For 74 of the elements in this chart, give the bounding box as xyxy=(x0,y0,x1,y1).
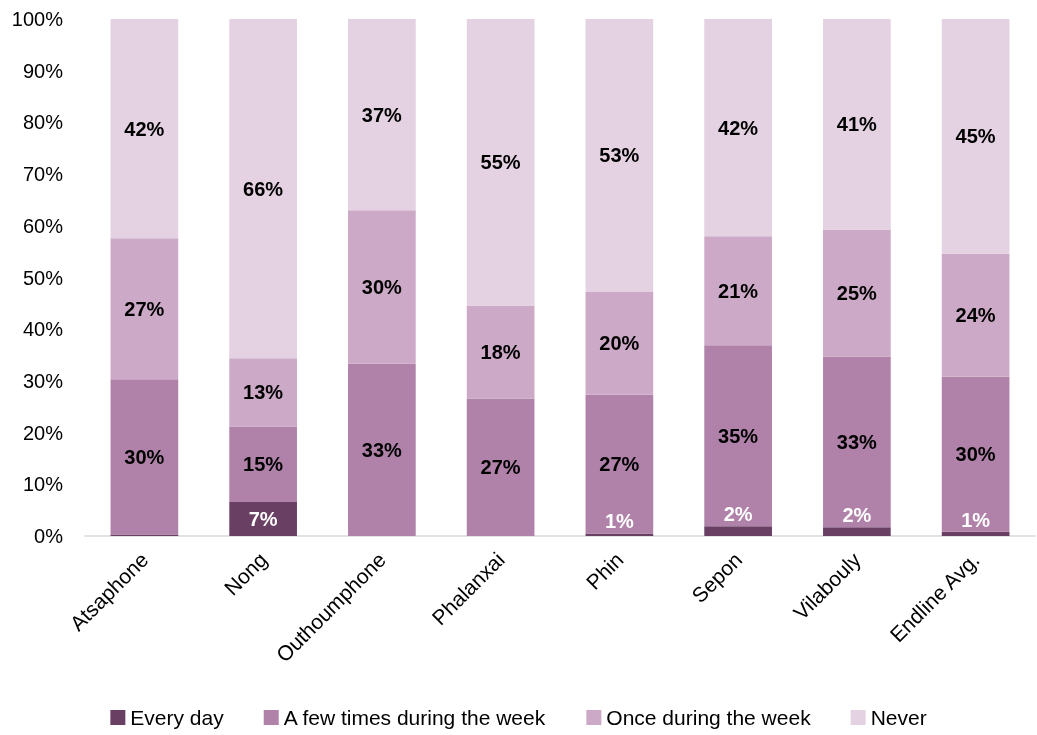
bar xyxy=(941,253,1010,377)
data-label: 7% xyxy=(248,507,278,530)
data-label: 30% xyxy=(361,276,403,299)
y-tick-label: 100% xyxy=(11,8,64,30)
data-label: 1% xyxy=(604,510,635,533)
bar xyxy=(941,531,1010,536)
bar xyxy=(229,19,297,359)
y-tick-label: 60% xyxy=(22,214,64,237)
y-tick-label: 0% xyxy=(34,525,64,547)
bar xyxy=(348,210,416,364)
data-label: 45% xyxy=(955,125,996,148)
bar xyxy=(585,291,654,395)
y-tick-label: 50% xyxy=(22,266,64,289)
bar xyxy=(229,426,297,502)
data-label: 30% xyxy=(955,443,996,466)
y-tick-label: 30% xyxy=(22,369,64,392)
data-label: 13% xyxy=(243,381,284,404)
bar xyxy=(704,345,772,527)
y-tick-label: 10% xyxy=(22,473,64,496)
data-label: 30% xyxy=(124,445,165,468)
bar xyxy=(585,19,654,292)
data-label: 2% xyxy=(723,503,753,526)
legend-label: Every day xyxy=(130,706,225,729)
bar xyxy=(110,19,179,239)
data-label: 21% xyxy=(718,279,759,302)
bar xyxy=(348,19,416,211)
bar xyxy=(229,358,297,427)
legend-label: Once during the week xyxy=(606,706,812,729)
data-label: 41% xyxy=(836,113,878,136)
data-label: 2% xyxy=(842,504,872,527)
bar xyxy=(466,305,535,399)
y-tick-label: 80% xyxy=(22,111,64,134)
bar xyxy=(823,356,891,528)
bar xyxy=(585,533,654,536)
y-tick-label: 70% xyxy=(22,163,64,186)
bar xyxy=(704,19,772,237)
legend-label: Never xyxy=(870,706,927,729)
data-label: 27% xyxy=(480,456,521,479)
bar xyxy=(941,19,1010,254)
bar xyxy=(823,527,891,536)
data-label: 42% xyxy=(124,117,165,140)
bar xyxy=(110,238,179,380)
bar xyxy=(704,526,772,536)
data-label: 42% xyxy=(718,116,759,139)
y-tick-label: 90% xyxy=(22,59,64,82)
bar xyxy=(941,376,1010,532)
bar xyxy=(823,229,891,357)
data-label: 37% xyxy=(361,103,403,126)
data-label: 15% xyxy=(243,453,284,476)
data-label: 1% xyxy=(961,508,991,531)
legend-label: A few times during the week xyxy=(283,706,546,729)
data-label: 35% xyxy=(718,424,759,447)
data-label: 66% xyxy=(243,177,284,200)
x-tick-label: Phin xyxy=(581,547,628,594)
bar xyxy=(823,19,891,230)
bar xyxy=(466,19,535,306)
data-label: 18% xyxy=(480,340,521,363)
data-label: 33% xyxy=(361,438,403,461)
bar xyxy=(585,394,654,534)
data-label: 25% xyxy=(836,282,878,305)
bar xyxy=(466,398,535,536)
data-label: 24% xyxy=(955,304,996,327)
data-label: 27% xyxy=(124,297,165,320)
data-label: 55% xyxy=(480,151,521,174)
data-label: 53% xyxy=(599,144,640,167)
data-label: 20% xyxy=(599,332,640,355)
bar xyxy=(229,501,297,536)
data-label: 27% xyxy=(599,453,640,476)
data-label: 33% xyxy=(836,430,878,453)
y-tick-label: 20% xyxy=(22,421,64,444)
y-tick-label: 40% xyxy=(22,318,64,341)
bar xyxy=(110,379,179,535)
bar xyxy=(348,363,416,536)
bar xyxy=(704,236,772,346)
